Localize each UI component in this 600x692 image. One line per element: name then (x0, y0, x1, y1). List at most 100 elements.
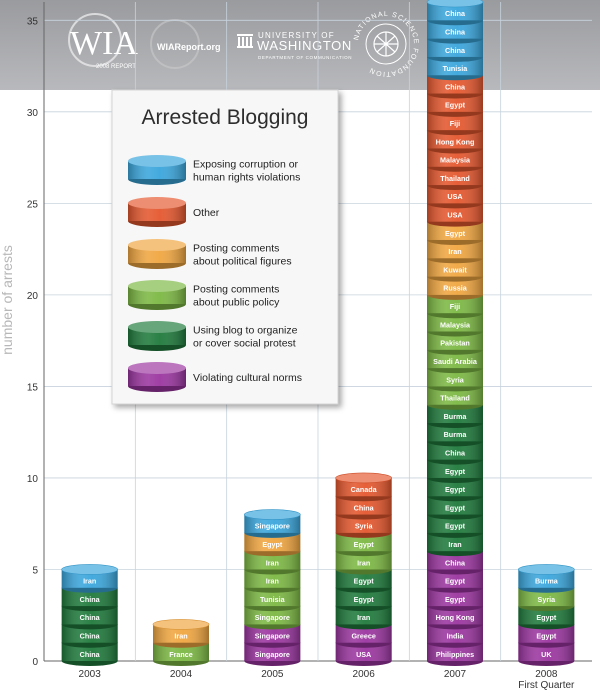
segment-label: Tunisia (260, 595, 286, 604)
segment-label: Singapore (255, 613, 290, 622)
segment-shading (335, 624, 392, 643)
legend-label: or cover social protest (193, 338, 296, 350)
y-tick-label: 0 (32, 657, 38, 668)
segment-shading (427, 459, 483, 478)
bar-stack: USA Greece Iran Egypt Egypt Iran Egypt Syria Chi… (335, 472, 392, 666)
y-tick-label: 30 (27, 108, 39, 119)
segment-shading (427, 56, 483, 76)
bar-segment: Iran (335, 551, 392, 575)
segment-label: Egypt (536, 613, 557, 622)
legend-swatch-top (128, 197, 186, 209)
bar-segment: China (61, 642, 118, 666)
segment-label: India (447, 632, 465, 641)
segment-shading (427, 75, 483, 94)
column-icon (237, 34, 253, 48)
bar-stack: UK Egypt Egypt Syria Burma (518, 564, 575, 666)
legend-label: human rights violations (193, 172, 300, 184)
bar-segment: UK (518, 642, 575, 666)
legend-swatch-top (128, 239, 186, 251)
segment-label: Iran (174, 632, 187, 641)
segment-label: Syria (355, 522, 374, 531)
segment-shading (427, 514, 483, 533)
segment-shading (335, 642, 392, 661)
segment-label: Egypt (354, 577, 375, 586)
bar-segment: Egypt (427, 587, 483, 612)
segment-label: Iran (448, 247, 461, 256)
bar-segment: Thailand (427, 166, 483, 191)
segment-shading (427, 258, 483, 277)
segment-shading (427, 532, 483, 552)
segment-shading (427, 441, 483, 460)
bar-segment: USA (335, 642, 392, 666)
wia-logo-text: WIA (70, 25, 138, 62)
segment-label: Syria (538, 595, 557, 604)
bar-segment: USA (427, 185, 483, 209)
legend-swatch-top (128, 362, 186, 374)
segment-label: China (80, 613, 101, 622)
x-tick-label: 2003 (79, 669, 102, 680)
bar-segment: China (427, 75, 483, 99)
x-tick-label: 2006 (353, 669, 376, 680)
segment-label: Greece (351, 632, 375, 641)
bar-stack: Singapore Singapore Singapore Tunisia Iran Ir… (244, 509, 301, 666)
segment-label: China (80, 632, 101, 641)
segment-label: Saudi Arabia (433, 357, 478, 366)
bar-segment: Pakistan (427, 331, 483, 355)
bar-stack: France Iran (152, 619, 210, 666)
segment-shading (335, 569, 392, 588)
legend-label: Posting comments (193, 284, 279, 296)
segment-label: Egypt (445, 485, 466, 494)
legend-label: Posting comments (193, 243, 279, 255)
bar-segment: Tunisia (427, 56, 483, 81)
x-tick-label: 2007 (444, 669, 467, 680)
segment-label: Burma (444, 412, 468, 421)
segment-shading (335, 514, 392, 533)
segment-shading (518, 642, 575, 661)
bar-top-cap (152, 619, 210, 630)
bar-stack: China China China China Iran (61, 564, 118, 666)
segment-label: Hong Kong (436, 613, 475, 622)
segment-shading (427, 148, 483, 167)
segment-shading (244, 606, 301, 625)
bar-top-cap (426, 0, 484, 8)
bar-segment: China (427, 20, 483, 44)
segment-shading (427, 587, 483, 607)
segment-shading (427, 166, 483, 186)
segment-label: China (445, 82, 466, 91)
bar-segment: Egypt (244, 532, 301, 557)
bar-segment: Hong Kong (427, 130, 483, 154)
segment-label: UK (541, 650, 552, 659)
segment-label: Russia (443, 284, 468, 293)
segment-label: Thailand (440, 174, 470, 183)
bar-segment: Egypt (518, 624, 575, 648)
segment-label: China (80, 650, 101, 659)
segment-label: Fiji (450, 302, 460, 311)
chart-title: Arrested Blogging (142, 106, 309, 129)
bar-segment: Kuwait (427, 258, 483, 282)
bar-segment: Egypt (427, 459, 483, 483)
segment-label: Egypt (445, 522, 466, 531)
bar-top-cap (244, 509, 301, 520)
segment-label: Burma (535, 577, 559, 586)
segment-label: Canada (351, 485, 378, 494)
segment-label: Fiji (450, 119, 460, 128)
legend-label: Using blog to organize (193, 325, 298, 337)
segment-label: Malaysia (440, 320, 471, 329)
bar-segment: China (335, 496, 392, 520)
segment-shading (61, 587, 118, 607)
bar-segment: Egypt (518, 606, 575, 630)
segment-shading (427, 496, 483, 515)
segment-label: Egypt (445, 577, 466, 586)
segment-label: Iran (357, 558, 370, 567)
bar-segment: India (427, 624, 483, 648)
segment-shading (427, 111, 483, 131)
segment-shading (335, 551, 392, 570)
x-tick-label: 2008 (535, 669, 558, 680)
y-tick-label: 20 (27, 291, 39, 302)
legend-item: Violating cultural norms (128, 362, 302, 392)
segment-label: Syria (446, 375, 465, 384)
segment-shading (427, 368, 483, 387)
